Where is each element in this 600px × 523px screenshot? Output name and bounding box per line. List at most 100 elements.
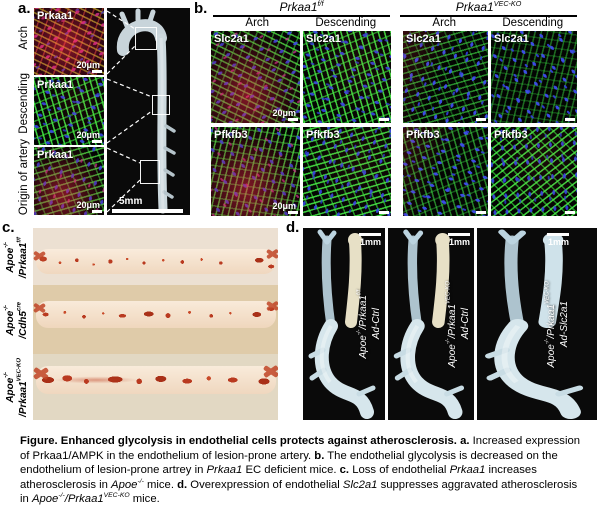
aorta-photo: 5mm xyxy=(107,8,190,215)
marker-label: Pfkfb3 xyxy=(214,129,248,141)
aorta-illustration xyxy=(393,229,465,419)
arch-branch-decoration xyxy=(263,365,278,379)
col-header-descending: Descending xyxy=(315,17,377,29)
panel-a-letter: a. xyxy=(18,0,31,17)
scale-bar xyxy=(288,211,298,214)
micrograph-b-slc2a1-ff-arch: Slc2a1 20μm xyxy=(211,31,300,123)
row-label-origin-of-artery: Origin of artery xyxy=(18,138,30,216)
enface-aorta-photo xyxy=(33,228,278,420)
allele-line: /Prkaa1VEC-KO xyxy=(16,357,29,417)
micrograph-b-pfkfb3-ff-descending: Pfkfb3 xyxy=(303,127,391,216)
marker-label: Slc2a1 xyxy=(406,33,441,45)
scale-label: 20μm xyxy=(76,60,100,70)
genotype-label: Apoe-/-/Prkaa1f/f Ad-Ctrl xyxy=(357,253,383,395)
scale-label: 1mm xyxy=(547,237,569,247)
scale-bar xyxy=(92,210,102,213)
group-title-prkaa1-vecko: Prkaa1VEC-KO xyxy=(400,0,577,17)
panel-d-letter: d. xyxy=(286,219,300,236)
scale-bar xyxy=(359,233,381,236)
marker-label: Pfkfb3 xyxy=(306,129,340,141)
panel-c-letter: c. xyxy=(2,219,15,236)
genotype-line: Apoe-/-/Prkaa1VEC-KO xyxy=(445,280,458,368)
genotype-line: Apoe-/- xyxy=(3,242,16,273)
scale-label: 20μm xyxy=(272,201,296,211)
scale-bar xyxy=(448,233,470,236)
panel-b-letter: b. xyxy=(194,0,208,17)
genotype-label-row3: Apoe-/- /Prkaa1VEC-KO xyxy=(2,354,33,420)
aorta-photo-d3: 1mm Apoe-/-/Prkaa1VEC-KO Ad-Slc2a1 xyxy=(477,228,597,420)
micrograph-b-pfkfb3-ko-descending: Pfkfb3 xyxy=(491,127,577,216)
fluorescence-overlay xyxy=(403,31,488,123)
micrograph-b-slc2a1-ff-descending: Slc2a1 xyxy=(303,31,391,123)
scale-bar xyxy=(92,70,102,73)
treatment-line: Ad-Ctrl xyxy=(460,308,471,340)
marker-label: Slc2a1 xyxy=(214,33,249,45)
fluorescence-overlay xyxy=(34,8,104,75)
micrograph-b-pfkfb3-ff-arch: Pfkfb3 20μm xyxy=(211,127,300,216)
aorta-photo-d2: 1mm Apoe-/-/Prkaa1VEC-KO Ad-Ctrl xyxy=(388,228,474,420)
marker-label: Prkaa1 xyxy=(37,10,74,22)
column-headers-vecko: Arch Descending xyxy=(400,17,577,30)
marker-label: Pfkfb3 xyxy=(494,129,528,141)
aorta-illustration xyxy=(107,8,176,214)
region-box-descending xyxy=(152,95,170,115)
region-box-origin xyxy=(140,160,160,184)
scale-bar xyxy=(379,118,389,121)
aorta-strip-row1 xyxy=(33,248,278,274)
row-label-arch: Arch xyxy=(18,25,30,50)
scale-label: 20μm xyxy=(76,200,100,210)
scale-bar xyxy=(112,209,183,213)
arch-branch-decoration xyxy=(266,248,278,260)
scale-label: 1mm xyxy=(448,237,470,247)
arch-branch-decoration xyxy=(266,300,278,312)
aorta-illustration xyxy=(485,229,584,419)
fluorescence-overlay xyxy=(303,127,391,216)
fluorescence-overlay xyxy=(491,127,577,216)
scale-bar xyxy=(288,118,298,121)
fluorescence-overlay xyxy=(211,31,300,123)
genotype-label: Apoe-/-/Prkaa1VEC-KO Ad-Ctrl xyxy=(446,253,472,395)
scale-bar xyxy=(547,233,569,236)
micrograph-a-arch: Prkaa1 20μm xyxy=(34,8,104,75)
scale-label: 5mm xyxy=(119,196,143,207)
micrograph-b-slc2a1-ko-arch: Slc2a1 xyxy=(403,31,488,123)
scale-bar xyxy=(565,118,575,121)
allele-line: /Prkaa1f/f xyxy=(16,236,29,279)
dashed-connector-lines xyxy=(107,10,153,213)
arch-branch-decoration xyxy=(33,366,49,381)
fluorescence-overlay xyxy=(303,31,391,123)
genotype-label: Apoe-/-/Prkaa1VEC-KO Ad-Slc2a1 xyxy=(545,253,571,395)
scale-bar xyxy=(92,140,102,143)
micrograph-b-pfkfb3-ko-arch: Pfkfb3 xyxy=(403,127,488,216)
genotype-line: Apoe-/- xyxy=(3,304,16,336)
marker-label: Slc2a1 xyxy=(494,33,529,45)
scale-label: 1mm xyxy=(359,237,381,247)
scale-bar xyxy=(565,211,575,214)
col-header-arch: Arch xyxy=(432,17,457,29)
scale-label: 20μm xyxy=(272,108,296,118)
genotype-line: Apoe-/-/Prkaa1VEC-KO xyxy=(544,280,557,368)
row-label-descending: Descending xyxy=(18,72,30,134)
genotype-line: Apoe-/-/Prkaa1f/f xyxy=(356,289,369,359)
group-title-prkaa1-ff: Prkaa1f/f xyxy=(213,0,390,17)
col-header-descending: Descending xyxy=(502,17,564,29)
figure-caption: Figure. Enhanced glycolysis in endotheli… xyxy=(20,435,581,506)
column-headers-ff: Arch Descending xyxy=(213,17,390,30)
allele-line: /Cdh5cre xyxy=(16,301,29,339)
scale-bar xyxy=(379,211,389,214)
fluorescence-overlay xyxy=(211,127,300,216)
fluorescence-overlay xyxy=(34,147,104,215)
fluorescence-overlay xyxy=(403,127,488,216)
col-header-arch: Arch xyxy=(245,17,270,29)
aorta-strip-row2 xyxy=(33,300,278,328)
scale-bar xyxy=(476,211,486,214)
scale-label: 20μm xyxy=(76,130,100,140)
arch-branch-decoration xyxy=(33,250,46,261)
aorta-illustration xyxy=(308,229,376,419)
treatment-line: Ad-Ctrl xyxy=(371,308,382,340)
aorta-photo-d1: 1mm Apoe-/-/Prkaa1f/f Ad-Ctrl xyxy=(303,228,385,420)
marker-label: Prkaa1 xyxy=(37,79,74,91)
micrograph-b-slc2a1-ko-descending: Slc2a1 xyxy=(491,31,577,123)
arch-branch-decoration xyxy=(33,302,46,314)
